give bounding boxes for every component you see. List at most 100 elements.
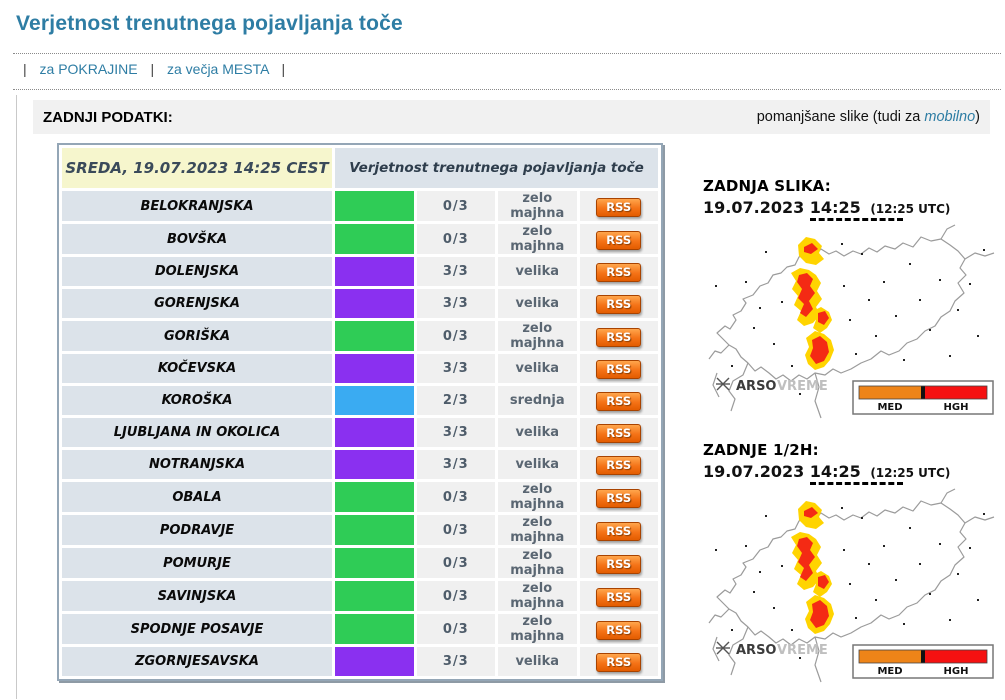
score-cell: 0/3 xyxy=(416,191,495,221)
rss-link[interactable]: RSS xyxy=(596,587,642,607)
arso-vreme-logo: ARSO VREME xyxy=(716,377,828,394)
region-name: PODRAVJE xyxy=(62,515,332,545)
hail-table-body: BELOKRANJSKA 0/3 zelo majhna RSS BOVŠKA 0/3 ze… xyxy=(62,191,658,676)
divider-dotted xyxy=(13,53,1001,54)
level-color-cell xyxy=(335,321,414,351)
level-label-cell: velika xyxy=(498,450,577,479)
rss-cell: RSS xyxy=(579,548,658,578)
rss-cell: RSS xyxy=(579,418,658,447)
score-cell: 0/3 xyxy=(416,614,495,644)
rss-cell: RSS xyxy=(579,647,658,676)
snowflake-icon xyxy=(716,377,730,391)
rss-link[interactable]: RSS xyxy=(596,620,642,640)
level-label-cell: zelo majhna xyxy=(498,581,577,611)
hail-blobs xyxy=(791,501,834,634)
rss-link[interactable]: RSS xyxy=(596,360,642,379)
timestamp-utc: (12:25 UTC) xyxy=(870,466,951,480)
table-row: KOROŠKA 2/3 srednja RSS xyxy=(62,386,658,415)
level-label-cell: velika xyxy=(498,257,577,286)
rss-link[interactable]: RSS xyxy=(596,521,642,541)
table-row: BOVŠKA 0/3 zelo majhna RSS xyxy=(62,224,658,254)
region-name: DOLENJSKA xyxy=(62,257,332,286)
region-name: OBALA xyxy=(62,482,332,512)
last-halfhour-block: ZADNJE 1/2H: 19.07.2023 14:25 (12:25 UTC… xyxy=(703,441,1003,684)
region-name: BOVŠKA xyxy=(62,224,332,254)
legend-med-label: MED xyxy=(877,666,902,677)
rss-cell: RSS xyxy=(579,354,658,383)
slovenia-border xyxy=(708,488,995,683)
level-color-cell xyxy=(335,647,414,676)
legend-hgh-label: HGH xyxy=(944,402,969,413)
table-row: OBALA 0/3 zelo majhna RSS xyxy=(62,482,658,512)
level-color-cell xyxy=(335,257,414,286)
score-cell: 3/3 xyxy=(416,257,495,286)
latest-data-strip: ZADNJI PODATKI: pomanjšane slike (tudi z… xyxy=(33,100,990,134)
level-label-cell: zelo majhna xyxy=(498,482,577,512)
level-label-cell: zelo majhna xyxy=(498,224,577,254)
score-cell: 0/3 xyxy=(416,581,495,611)
score-cell: 0/3 xyxy=(416,321,495,351)
mobile-link[interactable]: mobilno xyxy=(924,109,976,125)
nav-link-regions[interactable]: za POKRAJINE xyxy=(39,61,138,77)
region-name: SPODNJE POSAVJE xyxy=(62,614,332,644)
timestamp-time: 14:25 xyxy=(809,462,903,485)
rss-cell: RSS xyxy=(579,515,658,545)
logo-arso-text: ARSO xyxy=(736,643,777,658)
rss-link[interactable]: RSS xyxy=(596,456,642,475)
level-label-cell: velika xyxy=(498,354,577,383)
score-cell: 2/3 xyxy=(416,386,495,415)
rss-link[interactable]: RSS xyxy=(596,327,642,347)
rss-link[interactable]: RSS xyxy=(596,230,642,250)
score-cell: 0/3 xyxy=(416,482,495,512)
rss-link[interactable]: RSS xyxy=(596,295,642,314)
city-dots xyxy=(715,243,985,395)
level-label-cell: velika xyxy=(498,418,577,447)
region-name: KOČEVSKA xyxy=(62,354,332,383)
latest-data-heading: ZADNJI PODATKI: xyxy=(43,108,173,126)
table-row: SAVINJSKA 0/3 zelo majhna RSS xyxy=(62,581,658,611)
logo-arso-text: ARSO xyxy=(736,379,777,394)
hail-blobs xyxy=(791,237,834,370)
rss-link[interactable]: RSS xyxy=(596,653,642,672)
region-name: GORENJSKA xyxy=(62,289,332,318)
rss-link[interactable]: RSS xyxy=(596,197,642,217)
legend-med-label: MED xyxy=(877,402,902,413)
level-label-cell: velika xyxy=(498,289,577,318)
region-name: POMURJE xyxy=(62,548,332,578)
region-name: LJUBLJANA IN OKOLICA xyxy=(62,418,332,447)
nav-link-cities[interactable]: za večja MESTA xyxy=(166,61,269,77)
rss-link[interactable]: RSS xyxy=(596,424,642,443)
rss-cell: RSS xyxy=(579,224,658,254)
legend-hgh-label: HGH xyxy=(944,666,969,677)
divider-dotted xyxy=(13,89,1001,90)
score-cell: 0/3 xyxy=(416,224,495,254)
rss-link[interactable]: RSS xyxy=(596,554,642,574)
score-cell: 3/3 xyxy=(416,289,495,318)
logo-vreme-text: VREME xyxy=(777,379,828,394)
level-color-cell xyxy=(335,418,414,447)
level-color-cell xyxy=(335,614,414,644)
level-label-cell: zelo majhna xyxy=(498,548,577,578)
logo-vreme-text: VREME xyxy=(777,643,828,658)
level-color-cell xyxy=(335,386,414,415)
rss-cell: RSS xyxy=(579,450,658,479)
region-name: GORIŠKA xyxy=(62,321,332,351)
rss-link[interactable]: RSS xyxy=(596,488,642,508)
arso-vreme-logo: ARSO VREME xyxy=(716,641,828,658)
rss-cell: RSS xyxy=(579,386,658,415)
level-color-cell xyxy=(335,450,414,479)
rss-link[interactable]: RSS xyxy=(596,263,642,282)
rss-cell: RSS xyxy=(579,482,658,512)
timestamp-utc: (12:25 UTC) xyxy=(870,202,951,216)
rss-link[interactable]: RSS xyxy=(596,392,642,411)
intensity-legend: MED HGH xyxy=(852,380,994,415)
score-cell: 3/3 xyxy=(416,354,495,383)
table-row: POMURJE 0/3 zelo majhna RSS xyxy=(62,548,658,578)
level-label-cell: zelo majhna xyxy=(498,614,577,644)
level-color-cell xyxy=(335,289,414,318)
thumbnails-note: pomanjšane slike (tudi za mobilno) xyxy=(756,109,980,125)
snowflake-icon xyxy=(716,641,730,655)
table-row: LJUBLJANA IN OKOLICA 3/3 velika RSS xyxy=(62,418,658,447)
table-row: ZGORNJESAVSKA 3/3 velika RSS xyxy=(62,647,658,676)
latest-image-heading: ZADNJA SLIKA: xyxy=(703,177,831,195)
